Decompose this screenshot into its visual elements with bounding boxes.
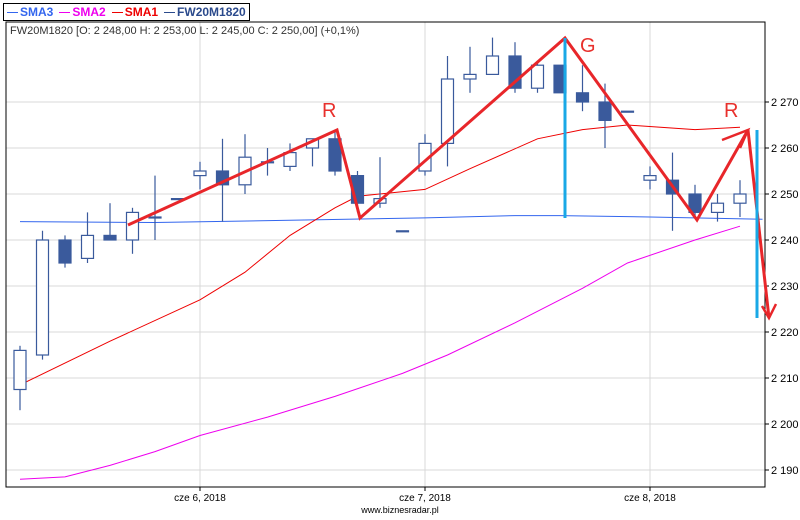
candle-body xyxy=(440,78,455,145)
legend-label: SMA2 xyxy=(72,5,106,19)
candle xyxy=(395,230,410,233)
annotation-letter: G xyxy=(580,35,596,57)
candle-body xyxy=(148,216,162,219)
candle xyxy=(238,134,252,194)
legend-sma3[interactable]: SMA3 xyxy=(7,5,53,19)
candle-body xyxy=(193,170,207,177)
candle-body xyxy=(688,193,702,213)
candle xyxy=(688,184,702,217)
y-tick-label: 2 230 xyxy=(771,281,799,293)
plot-border xyxy=(5,21,766,488)
x-tick-label: cze 7, 2018 xyxy=(399,493,451,504)
candle xyxy=(35,230,50,360)
candle-body xyxy=(643,175,657,181)
candle-body xyxy=(328,138,342,172)
candle-body xyxy=(710,202,725,213)
candle xyxy=(643,166,657,190)
y-tick-label: 2 210 xyxy=(771,373,799,385)
legend-sma1[interactable]: SMA1 xyxy=(111,5,159,19)
y-tick-label: 2 200 xyxy=(771,419,799,431)
y-tick-label: 2 270 xyxy=(771,97,799,109)
candle xyxy=(13,345,27,411)
legend-instrument[interactable]: FW20M1820 xyxy=(164,5,246,19)
candle xyxy=(58,235,72,268)
legend-label: SMA1 xyxy=(124,5,159,19)
annotation-letter: R xyxy=(322,100,336,122)
x-tick-label: cze 6, 2018 xyxy=(174,493,226,504)
candle xyxy=(733,180,747,217)
footer-source: www.biznesradar.pl xyxy=(361,505,439,515)
ohlc-info: FW20M1820 [O: 2 248,00 H: 2 253,00 L: 2 … xyxy=(10,25,360,37)
candle-body xyxy=(463,73,477,80)
legend-label: SMA3 xyxy=(20,5,54,19)
candle xyxy=(710,194,725,222)
candle xyxy=(80,212,95,263)
candle-body xyxy=(575,92,590,103)
candle-body xyxy=(13,349,27,391)
y-tick-label: 2 260 xyxy=(771,143,799,155)
series-sma3 xyxy=(19,215,763,224)
candle-body xyxy=(35,239,50,356)
candle xyxy=(485,37,500,75)
candle-body xyxy=(598,101,612,121)
candle xyxy=(148,175,162,240)
candle xyxy=(530,60,545,93)
legend: SMA3 SMA2 SMA1 FW20M1820 xyxy=(3,3,250,21)
candle xyxy=(463,46,477,93)
candle-body xyxy=(80,234,95,259)
y-tick-label: 2 240 xyxy=(771,235,799,247)
candle xyxy=(125,207,140,254)
candle-body xyxy=(125,211,140,241)
candle xyxy=(193,161,207,190)
candle-body xyxy=(620,110,635,113)
y-tick-label: 2 190 xyxy=(771,465,799,477)
candle-body xyxy=(103,234,117,241)
candle xyxy=(418,134,432,176)
series-sma2 xyxy=(19,225,741,480)
legend-label: FW20M1820 xyxy=(177,5,246,19)
down-arrow-head xyxy=(760,303,778,321)
candle-body xyxy=(58,239,72,264)
candle xyxy=(440,56,455,167)
legend-sma2[interactable]: SMA2 xyxy=(59,5,106,19)
arrow-head xyxy=(721,127,751,149)
candle-body xyxy=(485,55,500,75)
candle xyxy=(575,65,590,112)
y-tick-label: 2 220 xyxy=(771,327,799,339)
candle-body xyxy=(530,64,545,89)
candle xyxy=(103,203,117,241)
y-tick-label: 2 250 xyxy=(771,189,799,201)
candle xyxy=(620,110,635,113)
x-tick-label: cze 8, 2018 xyxy=(624,493,676,504)
series-sma1 xyxy=(19,124,741,386)
zigzag-annotation xyxy=(127,35,750,227)
candle-body xyxy=(733,193,747,204)
candle xyxy=(328,129,342,176)
candle-body xyxy=(395,230,410,233)
annotation-letter: R xyxy=(724,100,738,122)
